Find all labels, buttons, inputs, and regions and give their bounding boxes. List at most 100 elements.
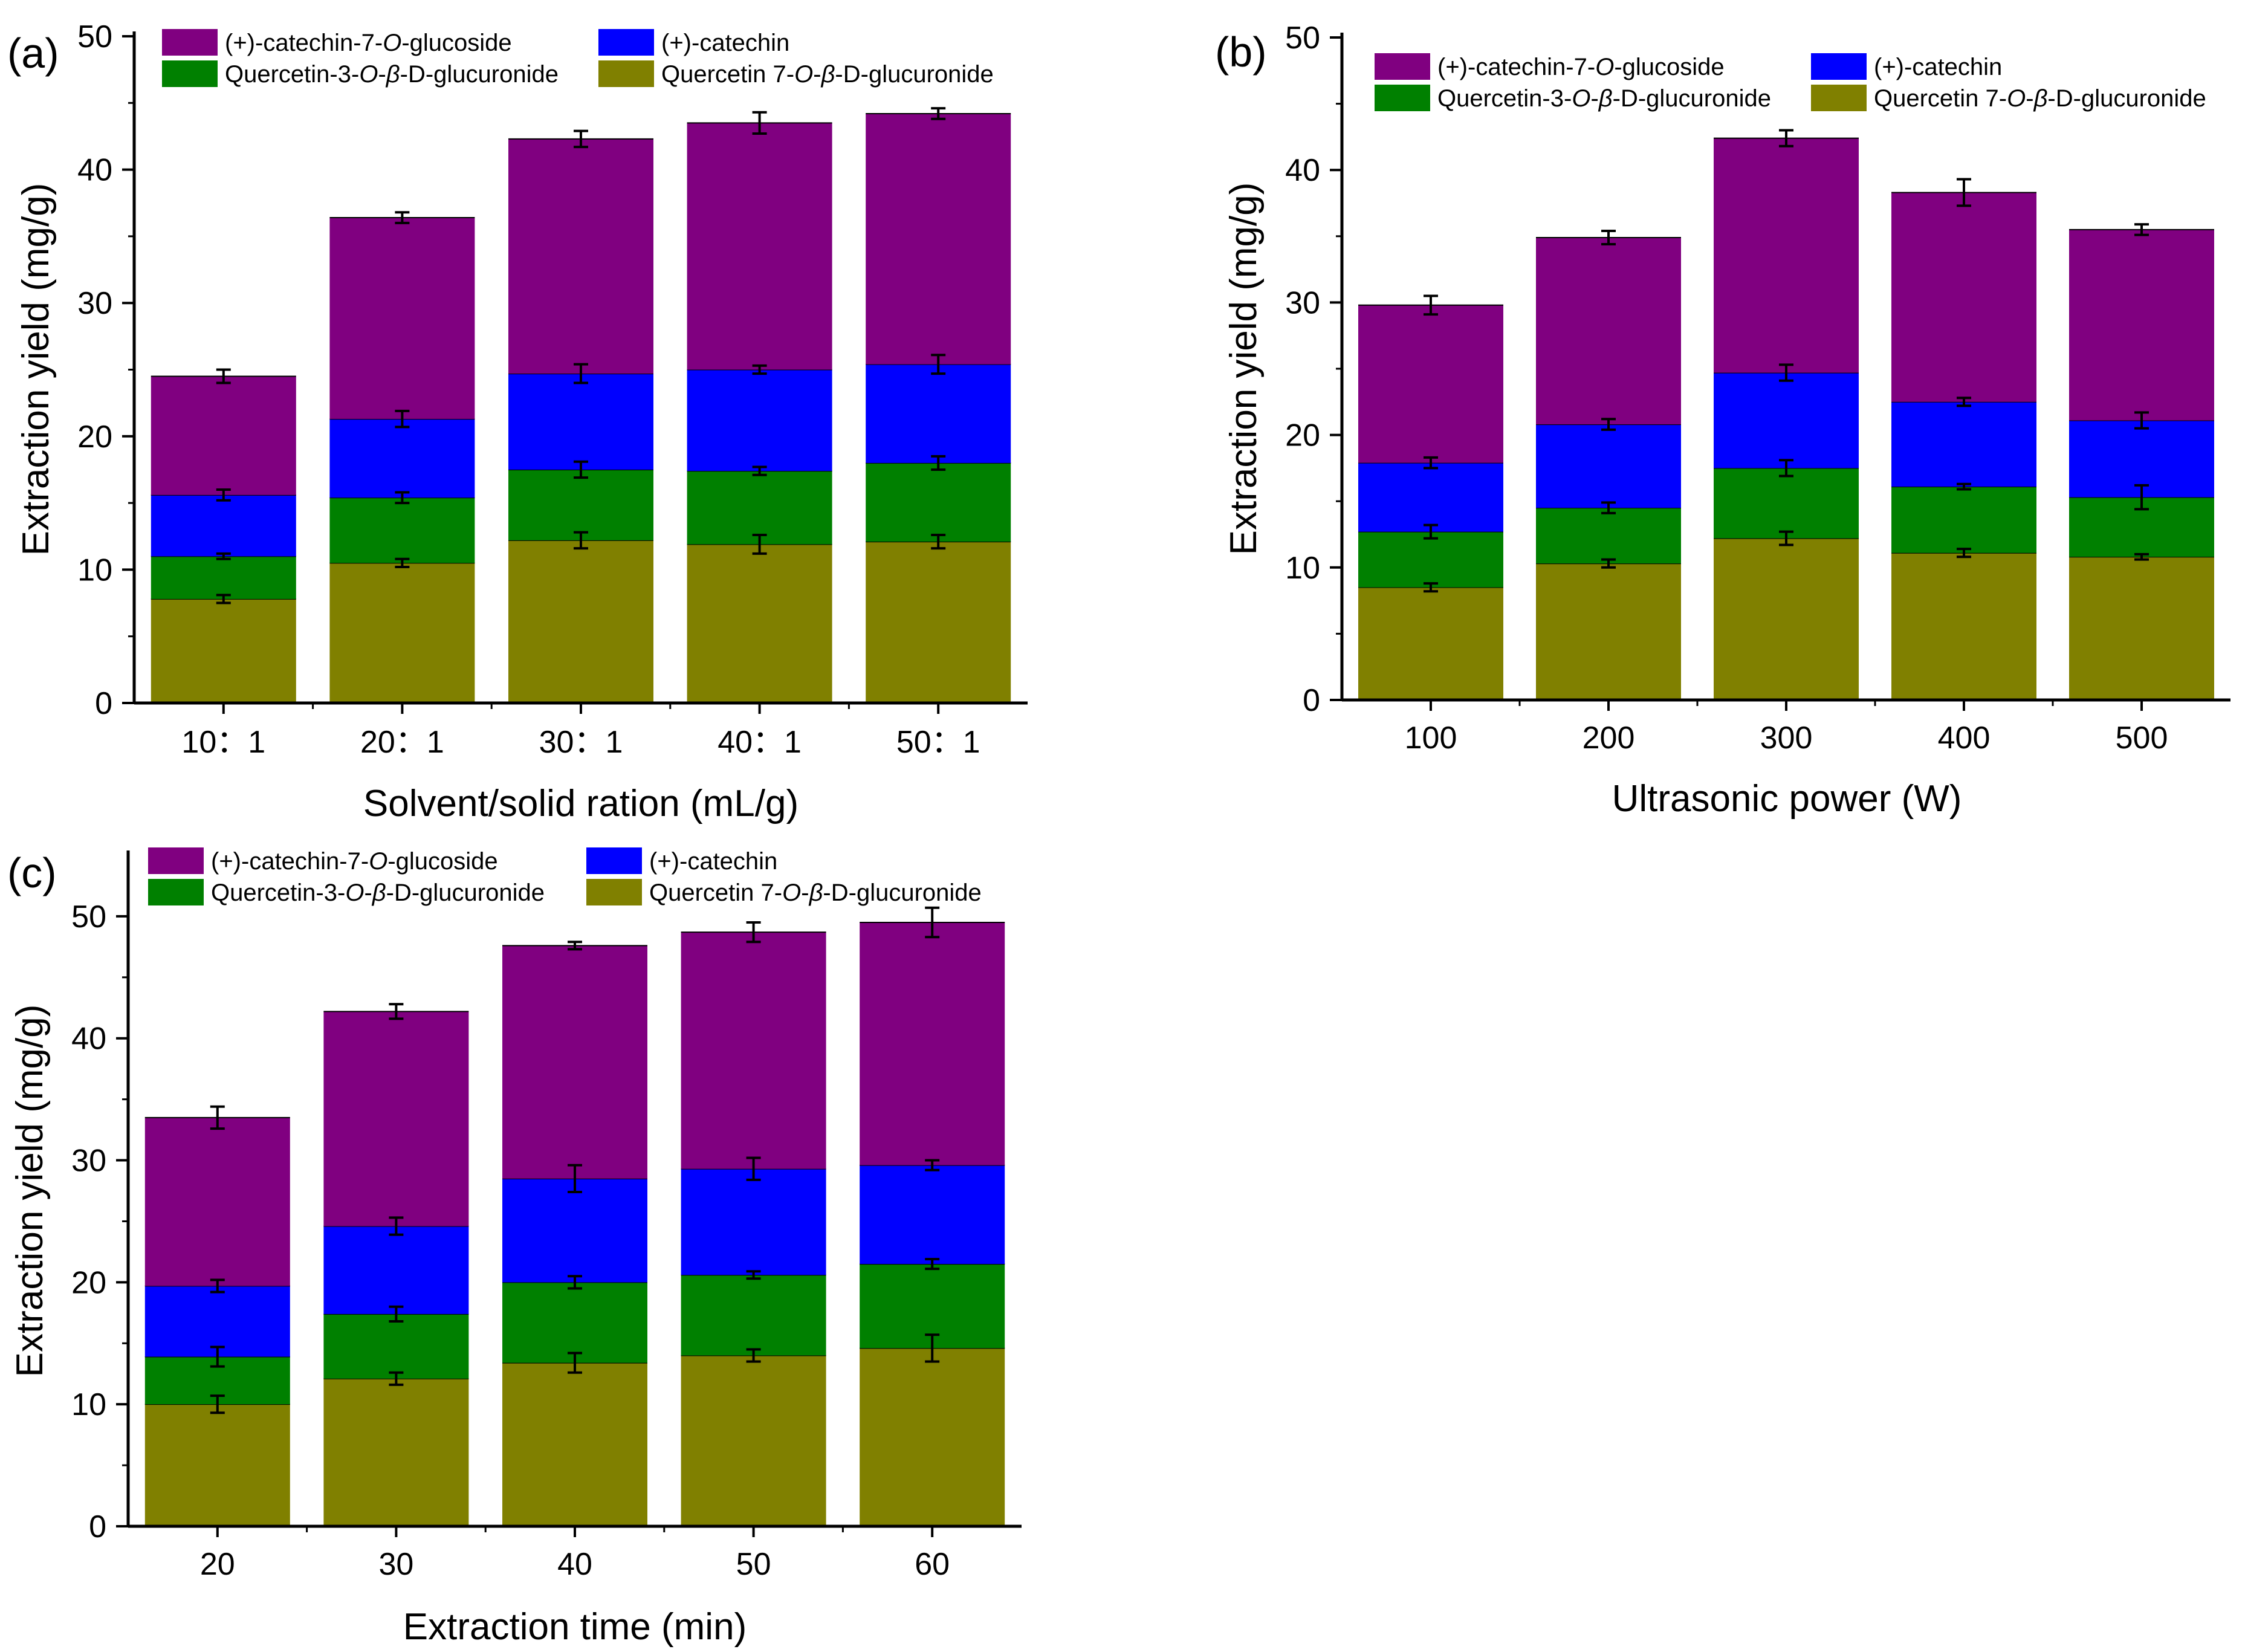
panel-b-bar-catechin-7-o-glucoside-5[interactable] [2069, 229, 2214, 421]
panel-c-errorbar-catechin-5 [925, 1159, 940, 1171]
panel-a-bar-quercetin-7-o-d-glucuronide-4[interactable] [687, 544, 832, 703]
panel-a-bar-catechin-4[interactable] [687, 369, 832, 471]
panel-b-bar-catechin-7-o-glucoside-2[interactable] [1536, 237, 1681, 425]
panel-a-bar-catechin-7-o-glucoside-2[interactable] [329, 218, 475, 419]
panel-c-bar-catechin-2[interactable] [323, 1226, 469, 1314]
panel-a-ytick-label-10: 10 [77, 552, 112, 588]
panel-c-errorbar-quercetin-7-o-d-glucuronide-5 [925, 1333, 940, 1363]
panel-a-bar-quercetin-3-o-d-glucuronide-1[interactable] [151, 556, 296, 599]
panel-c-ytick-label-20: 20 [71, 1265, 106, 1300]
panel-c-bar-catechin-7-o-glucoside-3[interactable] [502, 945, 647, 1179]
panel-a-bar-catechin-2[interactable] [329, 419, 475, 498]
panel-a-ytick-label-30: 30 [77, 286, 112, 321]
panel-b-errorbar-quercetin-7-o-d-glucuronide-5 [2134, 552, 2149, 561]
panel-b-errorbar-quercetin-3-o-d-glucuronide-5 [2134, 484, 2149, 511]
panel-c-bar-catechin-4[interactable] [681, 1168, 826, 1275]
panel-a-bar-catechin-3[interactable] [508, 374, 653, 470]
panel-b-xtick-label-1: 100 [1405, 721, 1457, 756]
panel-a-bar-quercetin-3-o-d-glucuronide-2[interactable] [329, 497, 475, 563]
panel-a-bar-catechin-7-o-glucoside-3[interactable] [508, 138, 653, 374]
panel-a-errorbar-catechin-7-o-glucoside-5 [931, 107, 946, 120]
panel-a-bar-catechin-7-o-glucoside-4[interactable] [687, 123, 832, 370]
panel-a-bar-catechin-7-o-glucoside-1[interactable] [151, 376, 296, 495]
panel-c-legend-label-catechin: (+)-catechin [649, 848, 777, 875]
panel-a-ytick-label-50: 50 [77, 19, 112, 54]
panel-a-errorbar-catechin-7-o-glucoside-4 [752, 111, 767, 135]
panel-b-bar-quercetin-3-o-d-glucuronide-3[interactable] [1714, 468, 1859, 539]
panel-a-bar-quercetin-7-o-d-glucuronide-3[interactable] [508, 540, 653, 703]
panel-a-legend-label-quercetin-3-o-d-glucuronide: Quercetin-3-O-β-D-glucuronide [225, 61, 559, 88]
panel-c-bar-quercetin-7-o-d-glucuronide-2[interactable] [323, 1378, 469, 1526]
panel-a-legend-swatch-quercetin-7-o-d-glucuronide [598, 60, 654, 87]
panel-a-bar-quercetin-3-o-d-glucuronide-4[interactable] [687, 471, 832, 545]
panel-a-ytick-label-20: 20 [77, 419, 112, 455]
panel-a-bar-quercetin-7-o-d-glucuronide-1[interactable] [151, 598, 296, 703]
panel-c-bar-quercetin-3-o-d-glucuronide-3[interactable] [502, 1282, 647, 1363]
panel-c-bar-quercetin-7-o-d-glucuronide-3[interactable] [502, 1362, 647, 1526]
panel-b-bar-quercetin-7-o-d-glucuronide-1[interactable] [1358, 587, 1503, 700]
panel-c-legend-label-quercetin-7-o-d-glucuronide: Quercetin 7-O-β-D-glucuronide [649, 879, 982, 906]
panel-c-bar-catechin-7-o-glucoside-2[interactable] [323, 1011, 469, 1226]
panel-b-bar-catechin-3[interactable] [1714, 372, 1859, 468]
panel-c-bar-quercetin-3-o-d-glucuronide-2[interactable] [323, 1314, 469, 1379]
panel-a-bar-quercetin-3-o-d-glucuronide-5[interactable] [866, 462, 1011, 542]
panel-b-errorbar-catechin-3 [1779, 363, 1793, 382]
panel-b-ytick-label-30: 30 [1285, 285, 1320, 320]
panel-b-bar-catechin-7-o-glucoside-3[interactable] [1714, 138, 1859, 373]
panel-b-bar-quercetin-3-o-d-glucuronide-4[interactable] [1891, 487, 2036, 553]
panel-c-bar-quercetin-7-o-d-glucuronide-5[interactable] [860, 1348, 1005, 1526]
panel-a-errorbar-quercetin-7-o-d-glucuronide-2 [395, 557, 410, 568]
panel-c-bar-catechin-5[interactable] [860, 1165, 1005, 1265]
panel-b-bar-quercetin-7-o-d-glucuronide-5[interactable] [2069, 557, 2214, 700]
panel-a-errorbar-catechin-7-o-glucoside-1 [216, 368, 231, 384]
panel-b-bar-quercetin-7-o-d-glucuronide-3[interactable] [1714, 538, 1859, 700]
panel-a-bar-catechin-7-o-glucoside-5[interactable] [866, 113, 1011, 364]
panel-a-bar-quercetin-3-o-d-glucuronide-3[interactable] [508, 469, 653, 540]
panel-b-errorbar-catechin-7-o-glucoside-2 [1601, 230, 1616, 245]
panel-b-legend-swatch-quercetin-7-o-d-glucuronide [1811, 85, 1867, 111]
panel-b-errorbar-quercetin-7-o-d-glucuronide-3 [1779, 530, 1793, 546]
panel-b-bar-quercetin-3-o-d-glucuronide-2[interactable] [1536, 508, 1681, 564]
panel-a-bar-catechin-5[interactable] [866, 364, 1011, 463]
panel-c-bar-quercetin-7-o-d-glucuronide-1[interactable] [144, 1404, 290, 1526]
panel-b-xtick-label-3: 300 [1760, 721, 1813, 756]
panel-c-bar-catechin-7-o-glucoside-1[interactable] [144, 1117, 290, 1286]
panel-b-x-axis-label: Ultrasonic power (W) [1612, 778, 1962, 820]
panel-b-bar-quercetin-7-o-d-glucuronide-4[interactable] [1891, 552, 2036, 700]
panel-c-errorbar-quercetin-3-o-d-glucuronide-2 [389, 1305, 404, 1323]
panel-c-y-axis-label: Extraction yield (mg/g) [9, 1005, 51, 1378]
panel-a-legend: (+)-catechin-7-O-glucoside Quercetin-3-O-… [162, 29, 994, 88]
panel-b-bar-catechin-4[interactable] [1891, 401, 2036, 487]
panel-a-bar-quercetin-7-o-d-glucuronide-2[interactable] [329, 563, 475, 703]
panel-c-bar-catechin-3[interactable] [502, 1178, 647, 1283]
panel-b-ytick-label-40: 40 [1285, 153, 1320, 188]
panel-c-bar-quercetin-7-o-d-glucuronide-4[interactable] [681, 1355, 826, 1526]
panel-c-bar-catechin-7-o-glucoside-5[interactable] [860, 922, 1005, 1165]
panel-b-legend-swatch-catechin-7-o-glucoside [1375, 53, 1430, 80]
panel-b-bar-quercetin-7-o-d-glucuronide-2[interactable] [1536, 563, 1681, 700]
panel-a-xtick-label-5: 50：1 [896, 725, 980, 760]
panel-b-errorbar-quercetin-3-o-d-glucuronide-1 [1424, 523, 1438, 540]
panel-b-bar-catechin-1[interactable] [1358, 462, 1503, 532]
panel-b-y-axis-label: Extraction yield (mg/g) [1223, 183, 1265, 556]
panel-b-bar-catechin-7-o-glucoside-4[interactable] [1891, 192, 2036, 402]
panel-a-xtick-label-1: 10：1 [181, 725, 265, 760]
panel-b-label: (b) [1215, 28, 1267, 76]
panel-b-legend-label-quercetin-7-o-d-glucuronide: Quercetin 7-O-β-D-glucuronide [1874, 85, 2206, 112]
panel-a-bar-quercetin-7-o-d-glucuronide-5[interactable] [866, 542, 1011, 703]
panel-b-bar-catechin-7-o-glucoside-1[interactable] [1358, 305, 1503, 463]
panel-c-bar-catechin-1[interactable] [144, 1286, 290, 1357]
panel-b-legend-label-quercetin-3-o-d-glucuronide: Quercetin-3-O-β-D-glucuronide [1437, 85, 1771, 112]
panel-b-errorbar-quercetin-7-o-d-glucuronide-2 [1601, 558, 1616, 569]
panel-c-legend: (+)-catechin-7-O-glucoside Quercetin-3-O-… [148, 847, 982, 906]
panel-b-bar-quercetin-3-o-d-glucuronide-1[interactable] [1358, 531, 1503, 588]
panel-c-xtick-label-2: 30 [378, 1547, 413, 1582]
panel-c-bar-quercetin-3-o-d-glucuronide-4[interactable] [681, 1275, 826, 1356]
panel-c: 20 30 40 50 60 0 10 20 30 40 50 Extraction time (mi… [7, 847, 1022, 1648]
panel-c-ytick-label-50: 50 [71, 899, 106, 935]
panel-c-bar-catechin-7-o-glucoside-4[interactable] [681, 932, 826, 1169]
panel-a-bar-catechin-1[interactable] [151, 494, 296, 557]
panel-c-xtick-label-3: 40 [557, 1547, 592, 1582]
panel-b-bar-catechin-2[interactable] [1536, 424, 1681, 508]
